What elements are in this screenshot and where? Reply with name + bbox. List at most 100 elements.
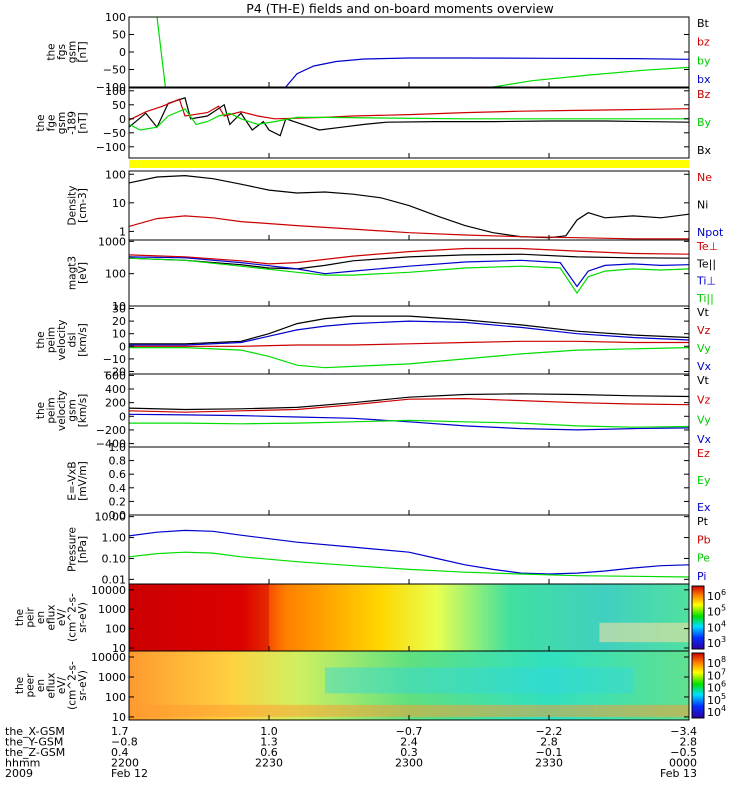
y-axis-label-line: the bbox=[14, 677, 26, 694]
ephemeris-value: 0.6 bbox=[260, 746, 278, 759]
y-tick-label: −50 bbox=[103, 127, 126, 140]
y-tick-label: 100 bbox=[105, 85, 126, 98]
legend-label: Pb bbox=[697, 533, 711, 546]
ephemeris-value: 1.0 bbox=[260, 725, 278, 738]
ephemeris-value: 1.3 bbox=[260, 736, 278, 749]
series-line-fge-1 bbox=[128, 98, 690, 121]
colorbar-tick-label: 10 bbox=[707, 590, 721, 603]
legend-label: Vx bbox=[697, 360, 712, 373]
legend-label: by bbox=[697, 54, 711, 67]
legend-label: Vz bbox=[697, 394, 711, 407]
legend-label: Npot bbox=[697, 226, 724, 239]
y-tick-label: 0.10 bbox=[102, 552, 127, 565]
y-axis-label-line: [nT] bbox=[77, 41, 89, 62]
colorbar-tick-label: 10 bbox=[707, 682, 721, 695]
y-tick-label: 400 bbox=[105, 383, 126, 396]
legend-label: Vz bbox=[697, 324, 711, 337]
legend-label: Te|| bbox=[696, 257, 716, 270]
y-axis-label-line: (cm^2-s- bbox=[67, 593, 79, 642]
ephemeris-value: 2300 bbox=[395, 757, 423, 770]
y-tick-label: 0.4 bbox=[109, 482, 127, 495]
y-axis-label-line: eV/ bbox=[56, 676, 68, 694]
y-axis-label-line: peim bbox=[46, 327, 58, 353]
y-tick-label: 1.0 bbox=[109, 441, 127, 454]
y-axis-label-line: Density bbox=[67, 186, 79, 226]
y-tick-label: 10 bbox=[112, 711, 126, 724]
y-axis-label-line: en bbox=[35, 679, 47, 692]
y-axis-label-line: magt3 bbox=[67, 256, 79, 290]
y-axis-label-line: [eV] bbox=[77, 262, 89, 284]
y-tick-label: 1.00 bbox=[102, 532, 127, 545]
ephemeris-row-label: hhmm bbox=[5, 757, 40, 770]
legend-label: bz bbox=[697, 36, 710, 49]
y-axis-label-line: peer bbox=[25, 673, 37, 698]
series-line-vel_gsm-1 bbox=[128, 397, 690, 413]
y-tick-label: 20 bbox=[112, 315, 126, 328]
legend-label: Vy bbox=[697, 413, 711, 426]
ephemeris-value: 2200 bbox=[111, 757, 139, 770]
y-axis-label: magt3[eV] bbox=[67, 256, 90, 290]
y-axis-label-line: en bbox=[35, 611, 47, 624]
y-axis-label-line: dsl bbox=[67, 332, 79, 347]
legend-label: Ey bbox=[697, 474, 711, 487]
y-tick-label: 0.2 bbox=[109, 495, 127, 508]
y-tick-label: 10.00 bbox=[95, 511, 127, 524]
figure-title: P4 (TH-E) fields and on-board moments ov… bbox=[246, 1, 553, 16]
panel-frame bbox=[128, 239, 690, 307]
ephemeris-value: 1.7 bbox=[111, 725, 129, 738]
y-axis-label-line: gsm bbox=[67, 41, 79, 63]
y-axis-label-line: [nPa] bbox=[77, 536, 89, 563]
series-line-pressure-0 bbox=[128, 529, 690, 575]
colorbar-tick-label: 10 bbox=[707, 669, 721, 682]
series-line-density-0 bbox=[128, 174, 690, 239]
y-tick-label: 0 bbox=[119, 410, 126, 423]
series-line-fge-2 bbox=[128, 108, 689, 131]
y-tick-label: −100 bbox=[96, 141, 126, 154]
series-line-fgs-0 bbox=[156, 16, 166, 88]
y-axis-label-line: peim bbox=[46, 397, 58, 423]
y-tick-label: 100 bbox=[105, 268, 126, 281]
ephemeris-row-label: the_Z-GSM bbox=[5, 746, 65, 759]
y-axis-label-line: fgs bbox=[56, 44, 68, 60]
y-tick-label: 1000 bbox=[98, 603, 126, 616]
y-tick-label: 1 bbox=[119, 225, 126, 238]
series-line-pressure-1 bbox=[128, 551, 690, 578]
colorbar-tick-label: 10 bbox=[707, 694, 721, 707]
yellow-indicator-bar bbox=[129, 160, 689, 168]
colorbar-gradient bbox=[692, 586, 704, 649]
y-tick-label: 100 bbox=[105, 691, 126, 704]
y-tick-label: −100 bbox=[96, 81, 126, 94]
y-axis-label-line: eV/ bbox=[56, 608, 68, 626]
y-axis-label-line: [nT] bbox=[77, 112, 89, 133]
legend-label: Bx bbox=[697, 144, 712, 157]
ephemeris-value: Feb 13 bbox=[660, 767, 697, 780]
y-axis-label-line: gsm bbox=[67, 399, 79, 421]
panel-pressure: 10.00 1.00 0.10 0.01 Pressure[nPa] Pt Pb Pe Pi bbox=[67, 511, 711, 587]
series-line-vel_dsl-0 bbox=[129, 315, 690, 345]
ephemeris-row-label: 2009 bbox=[5, 767, 33, 780]
legend-label: Vt bbox=[697, 306, 710, 319]
y-axis-label: Pressure[nPa] bbox=[67, 527, 90, 572]
y-tick-label: 50 bbox=[112, 99, 126, 112]
y-axis-label-line: the bbox=[35, 331, 47, 348]
ephemeris-value: −3.4 bbox=[670, 725, 697, 738]
colorbar-tick-exponent: 4 bbox=[721, 619, 726, 628]
y-tick-label: 0 bbox=[119, 113, 126, 126]
ephemeris-value: 2.4 bbox=[400, 736, 418, 749]
ephemeris-row-label: the_Y-GSM bbox=[5, 736, 63, 749]
legend-label: Pe bbox=[697, 552, 710, 565]
y-axis-label-line: peir bbox=[25, 607, 37, 628]
legend-label: Ne bbox=[697, 171, 712, 184]
colorbar-tick-label: 10 bbox=[707, 637, 721, 650]
legend-label: Ez bbox=[697, 447, 710, 460]
y-tick-label: 600 bbox=[105, 369, 126, 382]
